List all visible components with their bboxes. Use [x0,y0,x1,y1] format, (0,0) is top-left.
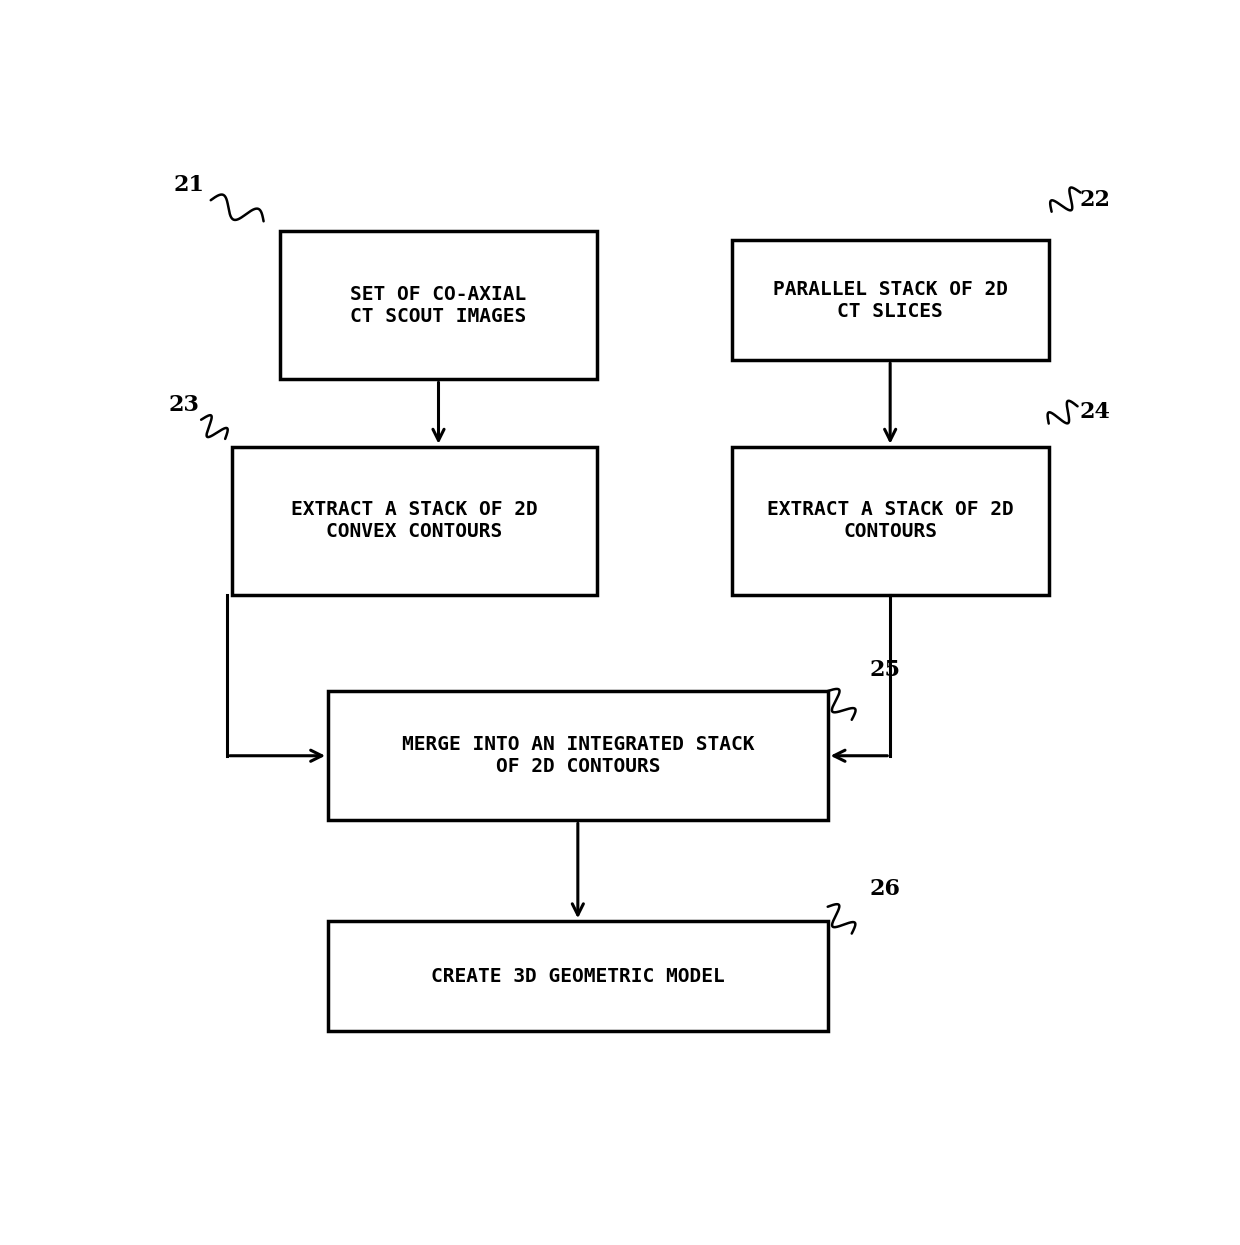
Text: 25: 25 [870,659,900,681]
Text: 23: 23 [169,395,200,416]
Text: PARALLEL STACK OF 2D
CT SLICES: PARALLEL STACK OF 2D CT SLICES [773,280,1008,321]
Text: EXTRACT A STACK OF 2D
CONTOURS: EXTRACT A STACK OF 2D CONTOURS [766,500,1013,542]
Bar [327,691,828,820]
Text: 22: 22 [1079,189,1110,212]
Bar [732,240,1049,360]
Text: SET OF CO-AXIAL
CT SCOUT IMAGES: SET OF CO-AXIAL CT SCOUT IMAGES [351,285,527,326]
Text: MERGE INTO AN INTEGRATED STACK
OF 2D CONTOURS: MERGE INTO AN INTEGRATED STACK OF 2D CON… [402,736,754,776]
Text: CREATE 3D GEOMETRIC MODEL: CREATE 3D GEOMETRIC MODEL [432,966,724,986]
Bar [732,447,1049,595]
Bar [232,447,596,595]
Text: 21: 21 [174,174,205,195]
Bar [280,230,596,380]
Text: 24: 24 [1080,401,1110,423]
Bar [327,921,828,1031]
Text: 26: 26 [870,879,900,900]
Text: EXTRACT A STACK OF 2D
CONVEX CONTOURS: EXTRACT A STACK OF 2D CONVEX CONTOURS [291,500,538,542]
